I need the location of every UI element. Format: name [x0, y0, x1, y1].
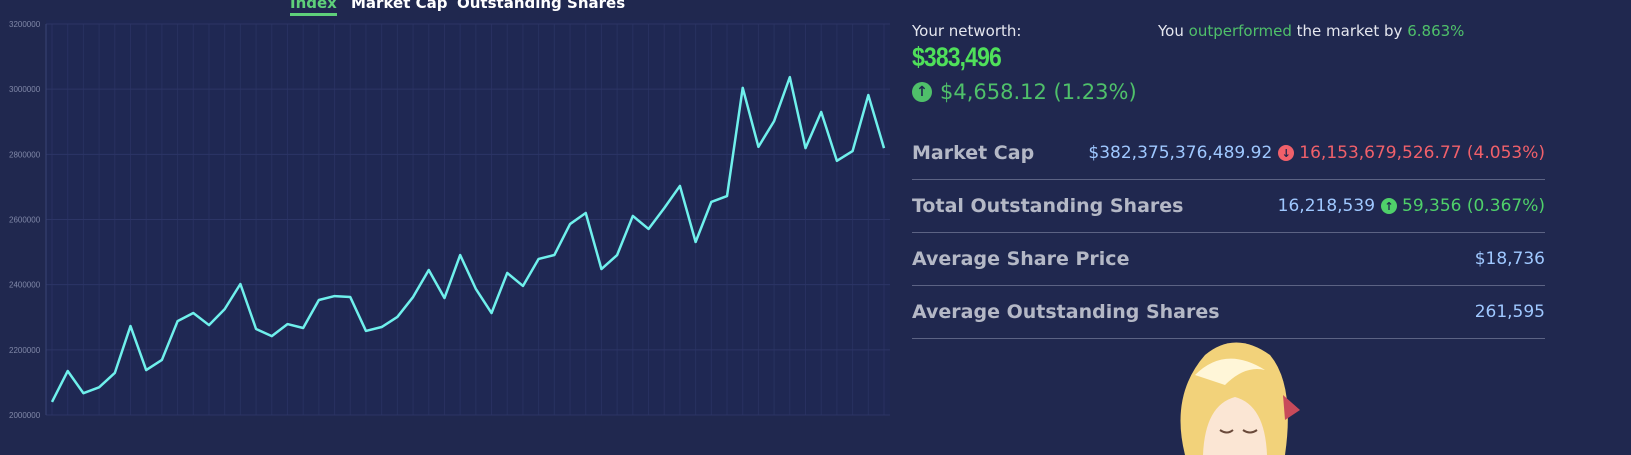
stat-row: Average Outstanding Shares 261,595 — [912, 286, 1545, 339]
stat-values: $382,375,376,489.92 ↓ 16,153,679,526.77 (4… — [1088, 143, 1545, 163]
tab[interactable]: Market Cap — [351, 0, 447, 12]
up-icon: ↑ — [912, 82, 932, 102]
stat-label: Average Outstanding Shares — [912, 301, 1220, 323]
direction-icon: ↑ — [1381, 198, 1397, 214]
y-tick-label: 2400000 — [9, 281, 41, 290]
stat-label: Average Share Price — [912, 248, 1129, 270]
outperformance: You outperformed the market by 6.863% — [1158, 22, 1464, 40]
stat-row: Average Share Price $18,736 — [912, 233, 1545, 286]
stat-value: 16,218,539 — [1278, 196, 1375, 216]
y-tick-label: 2600000 — [9, 216, 41, 225]
networth-change: ↑ $4,658.12 (1.23%) — [912, 80, 1137, 104]
stat-values: 261,595 — [1475, 302, 1545, 322]
avatar — [1165, 335, 1305, 455]
stat-values: $18,736 — [1475, 249, 1545, 269]
stat-values: 16,218,539 ↑ 59,356 (0.367%) — [1278, 196, 1545, 216]
stat-label: Total Outstanding Shares — [912, 195, 1183, 217]
stat-value: $382,375,376,489.92 — [1088, 143, 1272, 163]
plot-area — [46, 20, 890, 415]
chart: 2000000 2200000 2400000 2600000 2800000 30000… — [0, 0, 900, 453]
y-tick-label: 2000000 — [9, 411, 41, 420]
y-tick-label: 2800000 — [9, 150, 41, 159]
ribbon — [1283, 395, 1300, 420]
tab[interactable]: Index — [290, 0, 337, 16]
y-tick-label: 3200000 — [9, 20, 41, 29]
stat-change: ↑ 59,356 (0.367%) — [1381, 196, 1545, 216]
change-text: 59,356 (0.367%) — [1402, 196, 1545, 216]
direction-icon: ↓ — [1278, 145, 1294, 161]
networth-value: $383,496 — [912, 42, 1001, 73]
stat-label: Market Cap — [912, 142, 1034, 164]
stat-change: ↓ 16,153,679,526.77 (4.053%) — [1278, 143, 1545, 163]
stat-row: Total Outstanding Shares 16,218,539 ↑ 59,35… — [912, 180, 1545, 233]
text: You — [1158, 22, 1184, 40]
percent: 6.863% — [1407, 22, 1464, 40]
text: the market by — [1297, 22, 1403, 40]
change-text: $4,658.12 (1.23%) — [940, 80, 1137, 104]
networth-label: Your networth: — [912, 22, 1021, 40]
stat-value: $18,736 — [1475, 249, 1545, 269]
stat-row: Market Cap $382,375,376,489.92 ↓ 16,153,679… — [912, 127, 1545, 180]
highlight: outperformed — [1189, 22, 1292, 40]
change-text: 16,153,679,526.77 (4.053%) — [1299, 143, 1545, 163]
tab[interactable]: Outstanding Shares — [457, 0, 625, 12]
y-tick-label: 2200000 — [9, 346, 41, 355]
stat-value: 261,595 — [1475, 302, 1545, 322]
y-tick-label: 3000000 — [9, 85, 41, 94]
